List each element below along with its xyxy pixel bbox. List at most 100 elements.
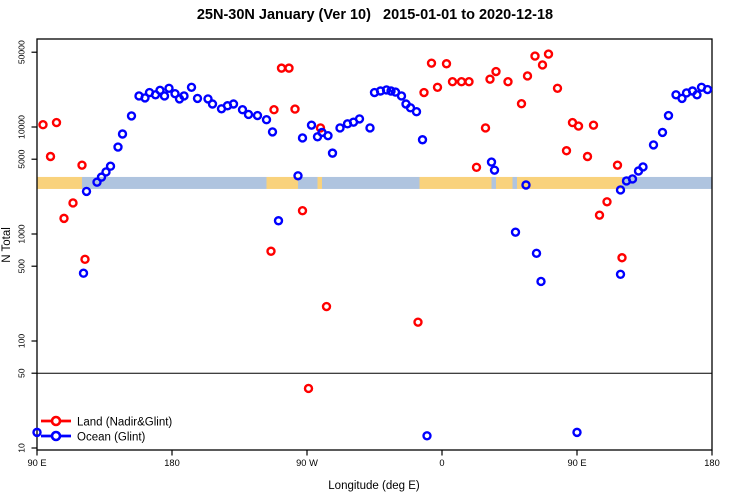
ocean-point <box>113 142 123 152</box>
surface-band-segment-ocean <box>622 176 712 189</box>
ocean-point <box>207 99 218 109</box>
land-point <box>516 99 527 109</box>
data-points <box>32 49 713 441</box>
legend-marker-ocean <box>50 430 62 442</box>
ocean-point <box>663 110 674 121</box>
land-point <box>297 206 308 216</box>
ocean-point <box>164 83 174 93</box>
x-tick-label: 180 <box>704 458 720 468</box>
ocean-point <box>489 165 500 175</box>
surface-band-segment-land <box>266 176 298 189</box>
land-point <box>594 210 605 220</box>
surface-band-segment-land <box>37 176 82 189</box>
land-point <box>552 83 563 93</box>
land-point <box>77 160 87 170</box>
land-point <box>582 151 593 162</box>
y-tick-label: 50000 <box>17 40 27 64</box>
land-point <box>464 77 474 87</box>
ocean-point <box>411 106 422 117</box>
ocean-point <box>323 130 333 141</box>
land-point <box>426 58 437 68</box>
ocean-point <box>179 91 189 101</box>
ocean-point <box>422 431 432 441</box>
ocean-point <box>96 172 107 182</box>
x-tick-label: 180 <box>164 458 180 468</box>
ocean-point <box>140 93 150 103</box>
land-point <box>561 146 572 156</box>
ocean-point <box>677 93 687 104</box>
ocean-point <box>486 157 497 167</box>
ocean-point <box>267 127 278 137</box>
land-point <box>522 71 533 81</box>
ocean-point <box>536 276 546 287</box>
surface-band-segment-ocean <box>82 176 267 189</box>
y-tick-label: 100 <box>17 334 27 349</box>
ocean-point <box>228 99 239 109</box>
land-point <box>612 160 623 170</box>
ocean-point <box>365 123 375 133</box>
legend: Land (Nadir&Glint) Ocean (Glint) <box>41 415 172 444</box>
ocean-point <box>101 167 111 177</box>
ocean-point <box>117 129 128 139</box>
land-point <box>447 77 458 87</box>
land-point <box>537 60 548 70</box>
x-tick-label: 0 <box>439 458 444 468</box>
ocean-point <box>170 88 180 99</box>
ocean-point <box>386 86 396 96</box>
ocean-point <box>297 133 308 143</box>
ocean-point <box>293 171 303 181</box>
ocean-point <box>192 93 203 104</box>
land-point <box>491 66 501 77</box>
x-tick-label: 90 W <box>296 458 318 468</box>
ocean-point <box>648 140 659 150</box>
surface-band-segment-land <box>317 176 322 189</box>
ocean-point <box>252 110 263 121</box>
ocean-point <box>32 427 42 438</box>
y-tick-label: 1000 <box>17 224 27 243</box>
axes: 90 E 180 90 W 0 90 E 180 50000 10000 5000 1000 500… <box>17 38 720 468</box>
y-tick-label: 500 <box>17 259 27 274</box>
y-tick-label: 10 <box>17 443 27 453</box>
land-point <box>59 213 69 224</box>
ocean-point <box>78 268 89 278</box>
land-point <box>543 49 554 59</box>
ocean-point <box>510 227 521 237</box>
ocean-point <box>92 177 102 187</box>
land-point <box>602 197 612 207</box>
land-point <box>80 254 90 265</box>
x-tick-label: 90 E <box>567 458 586 468</box>
land-point <box>315 123 326 133</box>
legend-marker-land <box>50 415 62 427</box>
ocean-point <box>615 185 626 195</box>
ocean-point <box>186 82 197 92</box>
ocean-point <box>702 84 713 95</box>
ocean-point <box>615 269 626 280</box>
surface-band-segment-ocean <box>491 176 496 189</box>
ocean-point <box>521 180 531 190</box>
land-point <box>45 151 56 162</box>
land-point <box>290 104 300 114</box>
land-point <box>530 51 540 61</box>
ocean-point <box>638 162 648 172</box>
land-point <box>456 77 467 87</box>
land-point <box>276 63 287 73</box>
ocean-point <box>159 91 170 101</box>
land-point <box>588 120 599 130</box>
ocean-point <box>155 85 165 96</box>
ocean-point <box>261 115 272 125</box>
land-point <box>485 74 495 84</box>
land-point <box>321 301 332 312</box>
land-point <box>68 198 78 208</box>
surface-band-segment-ocean <box>298 176 318 189</box>
land-point <box>303 383 314 394</box>
ocean-point <box>381 85 392 95</box>
plot-frame <box>36 38 713 451</box>
ocean-point <box>203 94 213 104</box>
land-point <box>266 246 276 256</box>
legend-label-land: Land (Nadir&Glint) <box>77 417 172 429</box>
ocean-point <box>105 161 116 171</box>
y-tick-label: 5000 <box>17 149 27 168</box>
y-axis-title: N Total <box>1 227 13 263</box>
land-point <box>51 117 62 128</box>
